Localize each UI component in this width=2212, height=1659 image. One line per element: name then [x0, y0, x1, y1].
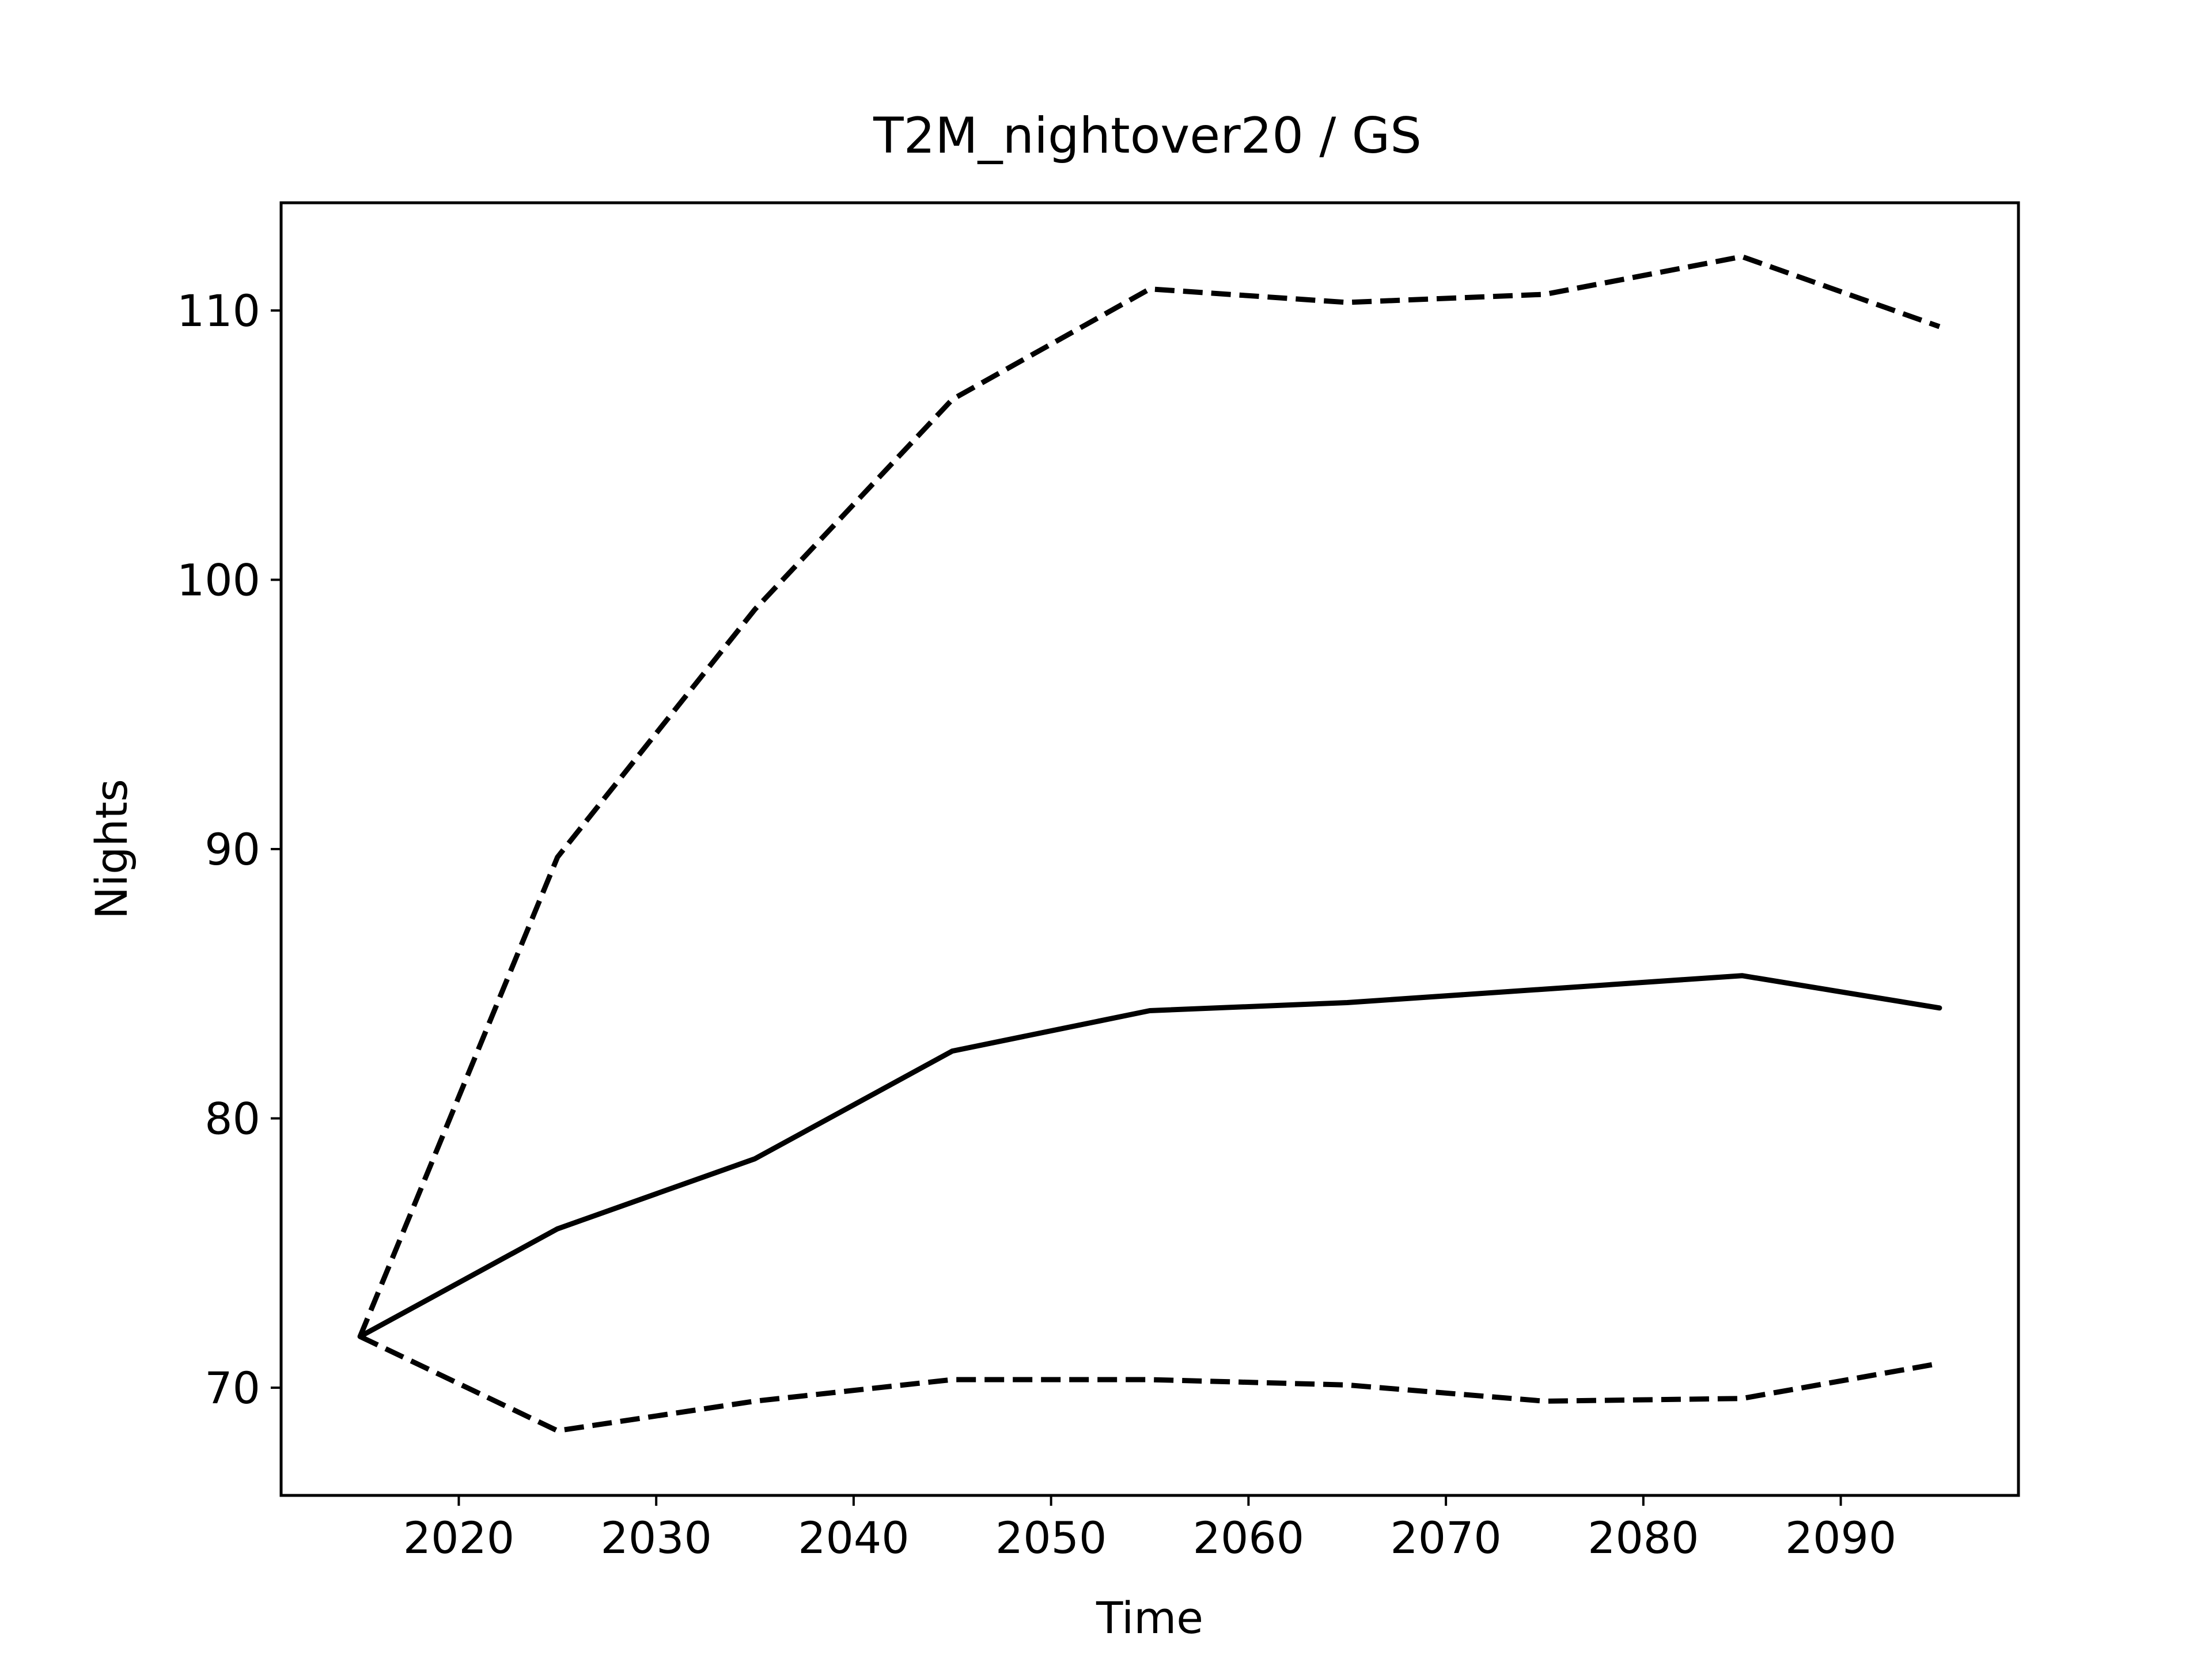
chart-title: T2M_nightover20 / GS — [873, 107, 1422, 165]
x-tick-label-2060: 2060 — [1193, 1512, 1304, 1563]
x-tick-label-2020: 2020 — [403, 1512, 514, 1563]
y-tick-label-110: 110 — [177, 285, 260, 336]
x-tick-label-2030: 2030 — [600, 1512, 711, 1563]
x-tick-label-2040: 2040 — [798, 1512, 909, 1563]
series-line-3 — [359, 1334, 1940, 1434]
x-tick-label-2080: 2080 — [1588, 1512, 1699, 1563]
x-tick-label-2050: 2050 — [995, 1512, 1107, 1563]
x-tick-label-2070: 2070 — [1390, 1512, 1501, 1563]
x-axis-label: Time — [1096, 1592, 1203, 1643]
plot-area — [357, 254, 1942, 1434]
y-tick-label-100: 100 — [177, 555, 260, 606]
y-tick-label-90: 90 — [204, 824, 260, 875]
series-line-2 — [357, 973, 1942, 1339]
x-tick-label-2090: 2090 — [1785, 1512, 1896, 1563]
y-tick-label-70: 70 — [204, 1362, 260, 1414]
series-line-1 — [357, 254, 1941, 1338]
y-tick-label-80: 80 — [204, 1093, 260, 1145]
y-axis-label: Nights — [86, 779, 137, 919]
